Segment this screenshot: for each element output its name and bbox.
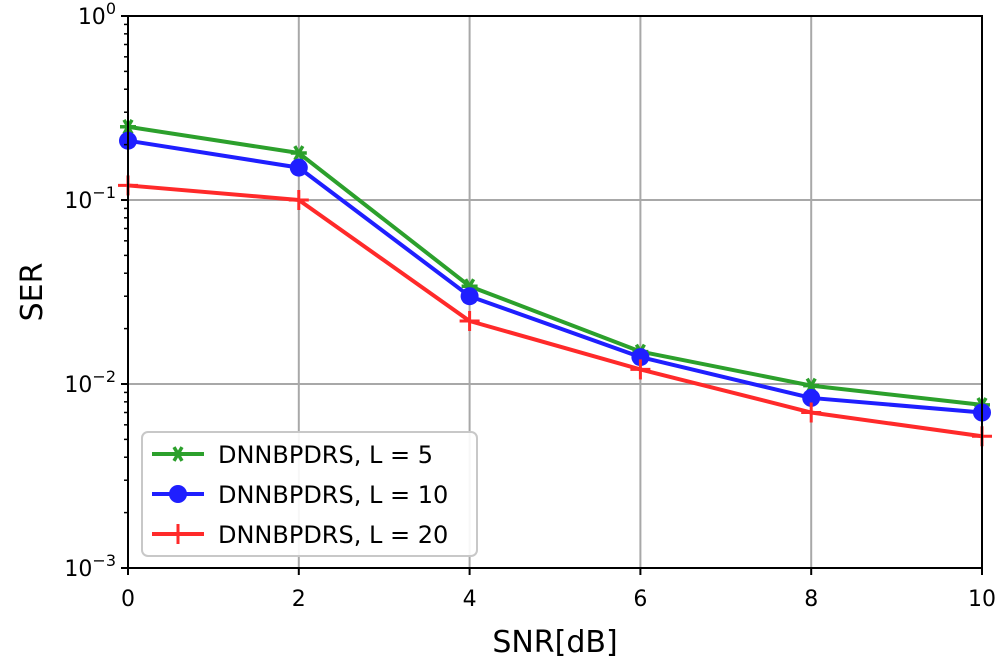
series-1 bbox=[120, 118, 990, 413]
x-tick-label: 6 bbox=[633, 587, 647, 612]
y-tick-label: 10−3 bbox=[64, 551, 116, 582]
series-line bbox=[127, 183, 983, 439]
legend-swatch-marker bbox=[169, 485, 187, 503]
x-axis-label: SNR[dB] bbox=[492, 625, 617, 660]
data-point bbox=[460, 287, 479, 306]
axis-ticks: 0 2 4 6 8 10 100 10−1 10−2 10−3 bbox=[64, 0, 996, 612]
series-line bbox=[127, 124, 983, 407]
legend-item: DNNBPDRS, L = 20 bbox=[152, 521, 448, 549]
x-tick-label: 0 bbox=[121, 587, 135, 612]
legend-label: DNNBPDRS, L = 10 bbox=[218, 481, 448, 509]
series-line bbox=[127, 138, 983, 415]
data-point bbox=[802, 388, 821, 407]
legend-label: DNNBPDRS, L = 5 bbox=[218, 441, 433, 469]
y-tick-label: 100 bbox=[78, 0, 116, 30]
data-point bbox=[289, 158, 308, 177]
y-tick-label: 10−1 bbox=[64, 183, 116, 214]
legend-swatch-marker bbox=[168, 524, 188, 544]
legend-swatch-marker bbox=[170, 446, 186, 462]
y-tick-label: 10−2 bbox=[64, 367, 116, 398]
legend-box bbox=[141, 431, 478, 557]
plot-frame bbox=[127, 15, 983, 569]
x-tick-label: 2 bbox=[292, 587, 306, 612]
legend-item: DNNBPDRS, L = 10 bbox=[152, 481, 448, 509]
star-marker-arm bbox=[293, 145, 305, 161]
data-point bbox=[459, 310, 480, 331]
y-axis-label: SER bbox=[15, 263, 50, 322]
x-tick-label: 8 bbox=[804, 587, 818, 612]
x-tick-label: 4 bbox=[463, 587, 477, 612]
data-point bbox=[631, 348, 650, 367]
legend-item: DNNBPDRS, L = 5 bbox=[152, 441, 433, 469]
data-point bbox=[288, 190, 309, 210]
series-3 bbox=[118, 175, 992, 447]
legend-label: DNNBPDRS, L = 20 bbox=[218, 521, 448, 549]
series-2 bbox=[119, 131, 991, 422]
data-point bbox=[801, 402, 822, 423]
data-point bbox=[630, 359, 651, 380]
legend: DNNBPDRS, L = 5 DNNBPDRS, L = 10 DNNBPDRS,… bbox=[141, 431, 478, 557]
data-point bbox=[290, 145, 307, 161]
star-marker-arm bbox=[172, 446, 184, 462]
x-tick-label: 10 bbox=[968, 587, 996, 612]
series-lines bbox=[118, 118, 992, 447]
